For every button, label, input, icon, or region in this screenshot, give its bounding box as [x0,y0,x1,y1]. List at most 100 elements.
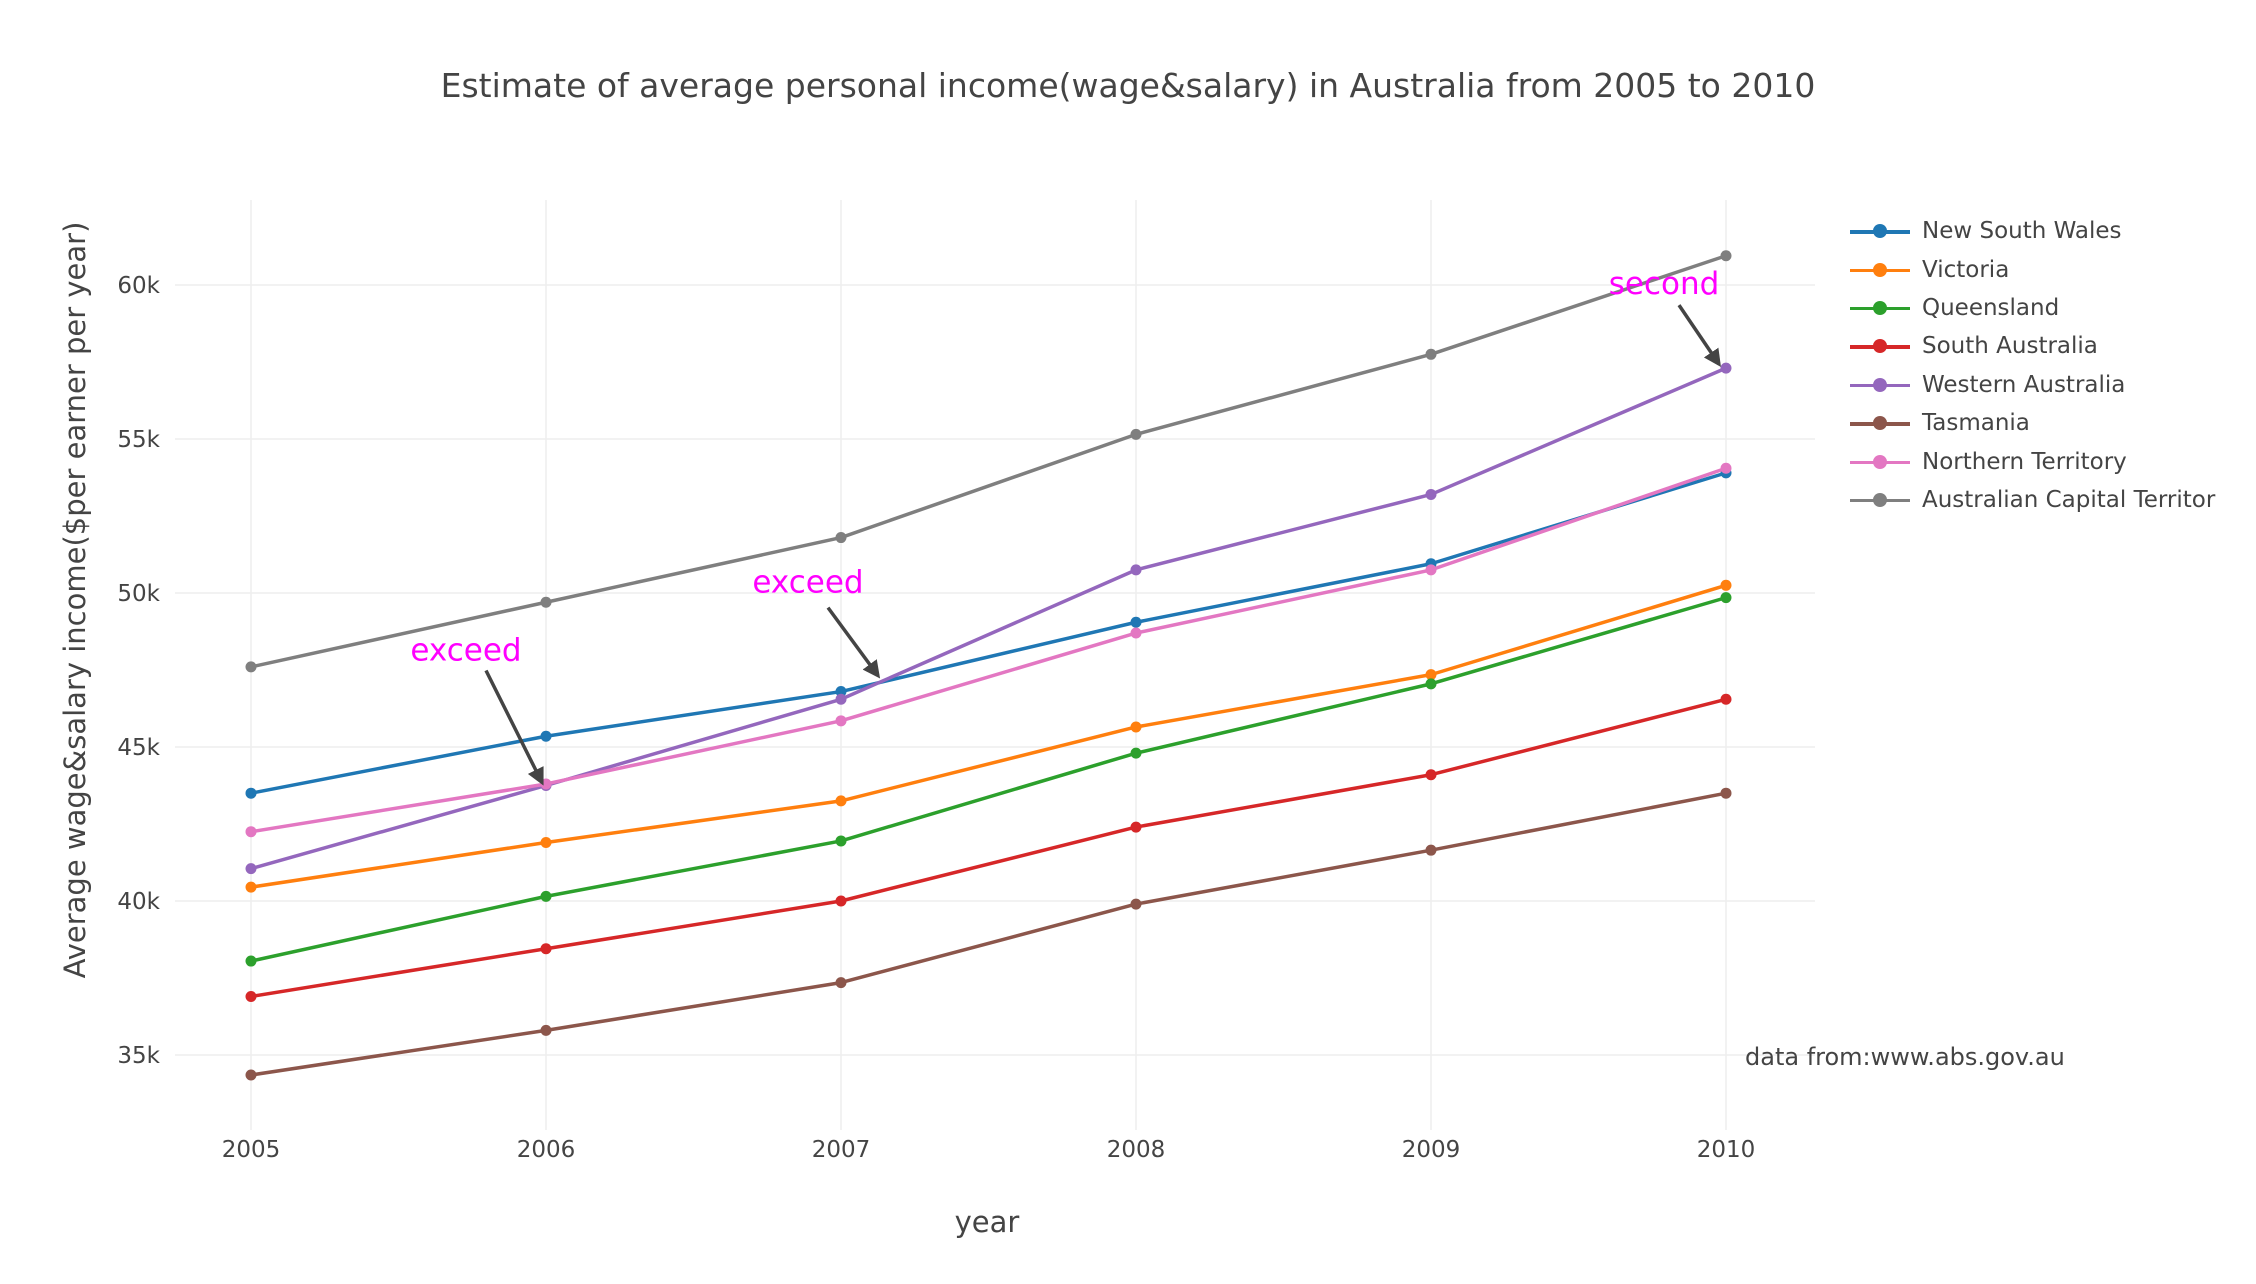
series-tasmania [245,787,1732,1081]
series-line [250,254,1727,669]
legend-swatch-marker [1873,377,1887,392]
series-line [250,583,1727,889]
legend-label: Australian Capital Territor [1922,486,2216,513]
legend-swatch [1850,490,1910,510]
legend-swatch-marker [1873,454,1887,469]
data-point [245,1069,257,1081]
data-point [540,596,552,608]
legend-swatch [1850,336,1910,356]
axis-ticks: 2005 2006 2007 2008 2009 2010 35k 40k 45k 50k 55k 6… [117,273,1755,1163]
data-point [1425,564,1437,576]
legend-swatch [1850,221,1910,241]
annotations: exceed exceed second [410,266,1721,786]
legend-label: New South Wales [1922,218,2122,245]
legend-swatch-marker [1873,416,1887,431]
data-point [1720,693,1732,705]
legend-swatch-marker [1873,262,1887,277]
data-point [835,715,847,727]
annotation-arrow [826,606,881,679]
legend-item[interactable]: South Australia [1850,327,2215,365]
y-tick-label: 50k [117,581,160,607]
legend-label: Tasmania [1922,410,2030,437]
legend-label: Northern Territory [1922,448,2127,475]
data-point [1720,592,1732,604]
annotation-arrow [484,669,544,786]
y-tick-label: 35k [117,1043,160,1069]
data-point [1425,348,1437,360]
legend-label: Queensland [1922,294,2060,321]
legend-swatch [1850,260,1910,280]
data-point [245,661,257,673]
series-northern-territory [245,462,1732,838]
data-point [1425,769,1437,781]
data-point [1130,821,1142,833]
series-line [250,471,1727,795]
legend-swatch-marker [1873,492,1887,507]
y-tick-label: 45k [117,735,160,761]
data-point [1425,488,1437,500]
legend-swatch-marker [1873,300,1887,315]
legend-item[interactable]: Western Australia [1850,366,2215,404]
data-point [1425,844,1437,856]
data-point [1720,362,1732,374]
data-point [1425,678,1437,690]
data-point [1720,462,1732,474]
x-tick-label: 2006 [517,1137,576,1163]
legend-item[interactable]: Tasmania [1850,404,2215,442]
annotation-text: exceed [410,633,521,669]
legend-item[interactable]: New South Wales [1850,212,2215,250]
data-point [835,532,847,544]
legend-item[interactable]: Australian Capital Territor [1850,481,2215,519]
series-victoria [245,579,1732,893]
data-point [1130,898,1142,910]
data-point [1130,616,1142,628]
x-tick-label: 2005 [222,1137,281,1163]
annotation-arrow [1677,304,1721,368]
legend-item[interactable]: Victoria [1850,250,2215,288]
data-point [1425,669,1437,681]
data-point [1130,627,1142,639]
chart-title: Estimate of average personal income(wage… [440,66,1816,105]
series-line [250,366,1727,871]
data-point [835,835,847,847]
legend-swatch [1850,375,1910,395]
legend-label: Victoria [1922,256,2010,283]
legend-swatch [1850,298,1910,318]
series-line [250,595,1727,963]
y-tick-label: 40k [117,889,160,915]
data-point [540,730,552,742]
data-point [245,787,257,799]
series-south-australia [245,693,1732,1002]
data-point [245,826,257,838]
series-australian-capital-territor [245,250,1732,673]
data-point [1130,747,1142,759]
series-line [250,466,1727,834]
data-point [540,836,552,848]
data-point [245,955,257,967]
y-axis-label: Average wage&salary income($per earner p… [58,221,92,979]
x-tick-label: 2007 [812,1137,871,1163]
legend-item[interactable]: Queensland [1850,289,2215,327]
x-axis-label: year [954,1205,1020,1239]
x-tick-label: 2008 [1107,1137,1166,1163]
data-point [540,890,552,902]
data-point [835,693,847,705]
data-point [1130,428,1142,440]
legend-item[interactable]: Northern Territory [1850,442,2215,480]
x-tick-label: 2009 [1402,1137,1461,1163]
series-queensland [245,592,1732,967]
data-point [245,863,257,875]
data-point [835,795,847,807]
data-point [1720,787,1732,799]
legend-label: South Australia [1922,333,2098,360]
legend-swatch-marker [1873,224,1887,239]
y-tick-label: 55k [117,427,160,453]
data-point [1720,579,1732,591]
data-point [245,881,257,893]
grid-lines [175,200,1815,1130]
data-point [835,895,847,907]
series-line [250,791,1727,1077]
y-tick-label: 60k [117,273,160,299]
legend-swatch-marker [1873,339,1887,354]
